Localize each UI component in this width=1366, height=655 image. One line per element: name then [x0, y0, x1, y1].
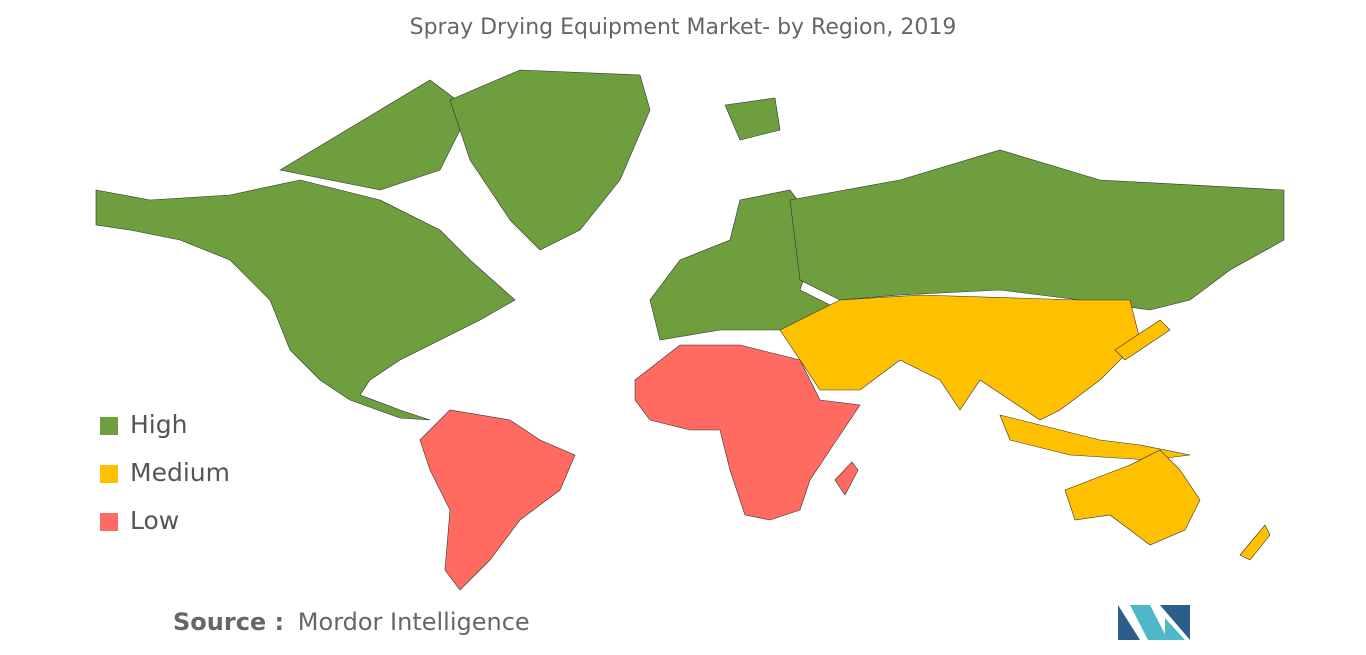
australia	[1064, 449, 1201, 546]
madagascar	[834, 461, 859, 496]
source: Source : Mordor Intelligence	[173, 608, 530, 636]
greenland	[449, 69, 651, 251]
japan	[1114, 319, 1171, 361]
source-label: Source :	[173, 608, 284, 636]
legend-label: Low	[130, 506, 179, 535]
north-america	[95, 179, 516, 421]
source-text: Mordor Intelligence	[298, 608, 530, 636]
logo-shape	[1160, 605, 1190, 640]
legend-swatch	[100, 513, 118, 531]
indonesia	[999, 414, 1191, 461]
logo-shape	[1130, 605, 1168, 640]
title: Spray Drying Equipment Market- by Region…	[410, 15, 957, 40]
russia	[789, 149, 1285, 311]
logo-shape	[1165, 618, 1185, 640]
svalbard	[724, 97, 781, 141]
legend-swatch	[100, 417, 118, 435]
new-zealand	[1239, 524, 1271, 561]
legend-label: Medium	[130, 458, 230, 487]
map	[95, 69, 1285, 591]
south-america	[419, 409, 576, 591]
legend-swatch	[100, 465, 118, 483]
legend: High Medium Low	[100, 410, 230, 535]
legend-label: High	[130, 410, 187, 439]
asia	[779, 294, 1141, 421]
logo	[1118, 605, 1190, 640]
logo-shape	[1118, 605, 1140, 640]
arctic-islands	[279, 79, 471, 191]
africa	[634, 344, 861, 521]
